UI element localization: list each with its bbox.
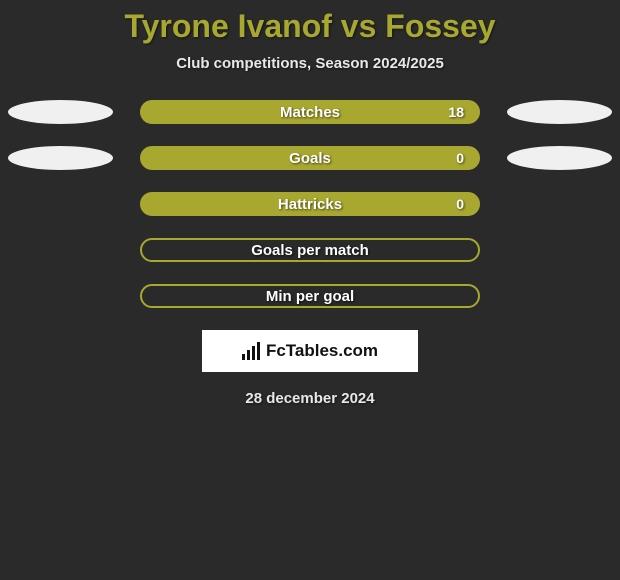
stat-bar: Goals 0 (140, 146, 480, 170)
stat-value: 18 (448, 104, 464, 120)
stat-row: Min per goal (0, 284, 620, 308)
bar-chart-icon (242, 342, 260, 360)
stat-row: Goals per match (0, 238, 620, 262)
stat-label: Hattricks (278, 196, 342, 213)
stat-bar: Hattricks 0 (140, 192, 480, 216)
stat-bar: Goals per match (140, 238, 480, 262)
ellipse-right (507, 146, 612, 170)
stat-row: Matches 18 (0, 100, 620, 124)
stat-bar: Matches 18 (140, 100, 480, 124)
stats-rows: Matches 18 Goals 0 Hattricks 0 Goals per match… (0, 100, 620, 308)
stat-row: Goals 0 (0, 146, 620, 170)
stat-value: 0 (456, 150, 464, 166)
subtitle: Club competitions, Season 2024/2025 (176, 55, 444, 72)
date-text: 28 december 2024 (245, 390, 374, 407)
logo-box: FcTables.com (202, 330, 418, 372)
stat-label: Goals per match (251, 242, 369, 259)
logo-text: FcTables.com (266, 341, 378, 361)
stat-label: Min per goal (266, 288, 354, 305)
stat-row: Hattricks 0 (0, 192, 620, 216)
ellipse-right (507, 100, 612, 124)
ellipse-left (8, 146, 113, 170)
stat-bar: Min per goal (140, 284, 480, 308)
ellipse-left (8, 100, 113, 124)
stat-label: Matches (280, 104, 340, 121)
stat-value: 0 (456, 196, 464, 212)
stat-label: Goals (289, 150, 331, 167)
comparison-infographic: Tyrone Ivanof vs Fossey Club competition… (0, 0, 620, 407)
page-title: Tyrone Ivanof vs Fossey (124, 8, 495, 45)
